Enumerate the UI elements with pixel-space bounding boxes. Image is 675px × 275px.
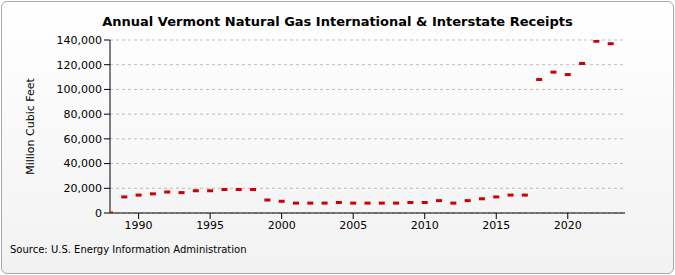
svg-text:80,000: 80,000 [64,108,103,121]
svg-text:20,000: 20,000 [64,182,103,195]
svg-text:140,000: 140,000 [57,34,103,47]
svg-text:Million Cubic Feet: Million Cubic Feet [24,77,37,174]
svg-text:1990: 1990 [125,219,153,232]
svg-text:60,000: 60,000 [64,133,103,146]
svg-text:100,000: 100,000 [57,83,103,96]
html-text:Annual Vermont Natural Gas Int: Annual Vermont Natural Gas International… [102,14,573,29]
svg-text:2005: 2005 [339,219,367,232]
svg-text:40,000: 40,000 [64,157,103,170]
svg-text:120,000: 120,000 [57,59,103,72]
svg-text:2015: 2015 [482,219,510,232]
svg-text:2010: 2010 [411,219,439,232]
html-text:Source: U.S. Energy Informatio: Source: U.S. Energy Information Administ… [10,244,247,255]
svg-text:1995: 1995 [196,219,224,232]
svg-text:2020: 2020 [554,219,582,232]
svg-text:0: 0 [95,207,102,220]
svg-text:2000: 2000 [268,219,296,232]
